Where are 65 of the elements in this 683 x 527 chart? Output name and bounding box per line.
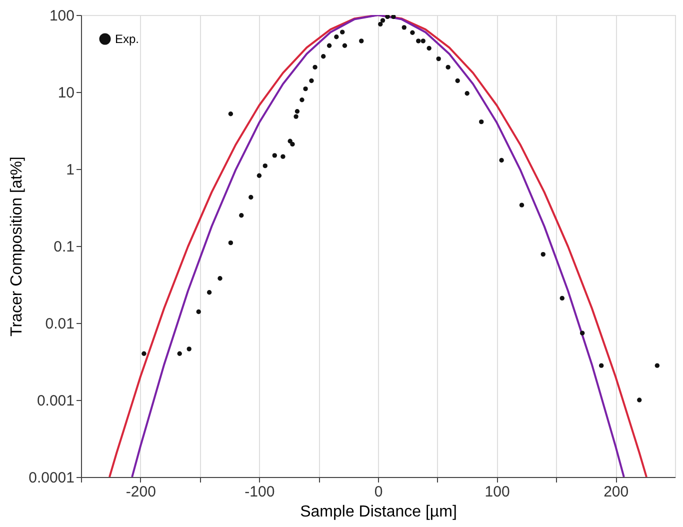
point — [359, 38, 364, 44]
point — [654, 363, 660, 368]
point — [380, 18, 386, 23]
point — [340, 30, 345, 34]
point — [599, 363, 604, 368]
point — [300, 98, 304, 102]
point — [519, 202, 524, 208]
point — [499, 158, 504, 163]
point — [416, 38, 421, 44]
point — [479, 119, 484, 124]
point — [540, 252, 546, 257]
point — [385, 15, 390, 20]
point — [294, 109, 300, 114]
x-tick-label: -100 — [244, 484, 275, 500]
point — [218, 276, 222, 281]
y-tick-label: 0.1 — [54, 238, 74, 256]
point — [294, 114, 298, 119]
point — [239, 213, 244, 218]
point — [290, 142, 295, 147]
point — [262, 163, 268, 168]
point — [248, 194, 254, 200]
point — [446, 64, 450, 70]
point — [321, 54, 326, 59]
point — [272, 153, 277, 158]
y-tick-label: 0.01 — [45, 316, 74, 332]
point — [637, 398, 642, 402]
point — [378, 22, 383, 27]
y-tick-label: 10 — [58, 84, 74, 102]
point — [186, 346, 192, 352]
point — [410, 30, 415, 35]
point — [206, 290, 212, 295]
point — [464, 91, 470, 96]
point — [560, 296, 564, 301]
x-tick-label: 200 — [604, 484, 629, 500]
point — [342, 43, 348, 48]
point — [334, 34, 339, 40]
y-tick-label: 100 — [49, 8, 74, 24]
point — [228, 112, 234, 116]
x-tick-label: -200 — [126, 484, 156, 500]
point — [228, 240, 234, 246]
point — [391, 15, 396, 20]
point — [326, 43, 332, 48]
point — [303, 86, 308, 92]
x-axis-title: Sample Distance [µm] — [300, 504, 457, 520]
y-tick-label: 1 — [66, 162, 74, 178]
point — [288, 138, 292, 144]
point — [455, 78, 460, 84]
point — [256, 173, 262, 178]
point — [309, 78, 314, 84]
point — [177, 351, 182, 356]
y-tick-label: 0.0001 — [28, 470, 74, 486]
point — [402, 25, 406, 30]
legend-label: Exp. — [115, 32, 140, 46]
point — [420, 38, 426, 44]
x-tick-label: 0 — [374, 484, 383, 500]
point — [426, 46, 432, 51]
x-tick-label: 100 — [484, 484, 510, 500]
point — [280, 154, 286, 159]
y-axis-title: Tracer Composition [at%] — [8, 156, 26, 336]
point — [312, 64, 318, 70]
point — [196, 309, 201, 314]
point — [580, 330, 585, 336]
point — [436, 56, 441, 62]
y-tick-label: 0.001 — [36, 392, 74, 410]
point — [142, 351, 146, 356]
